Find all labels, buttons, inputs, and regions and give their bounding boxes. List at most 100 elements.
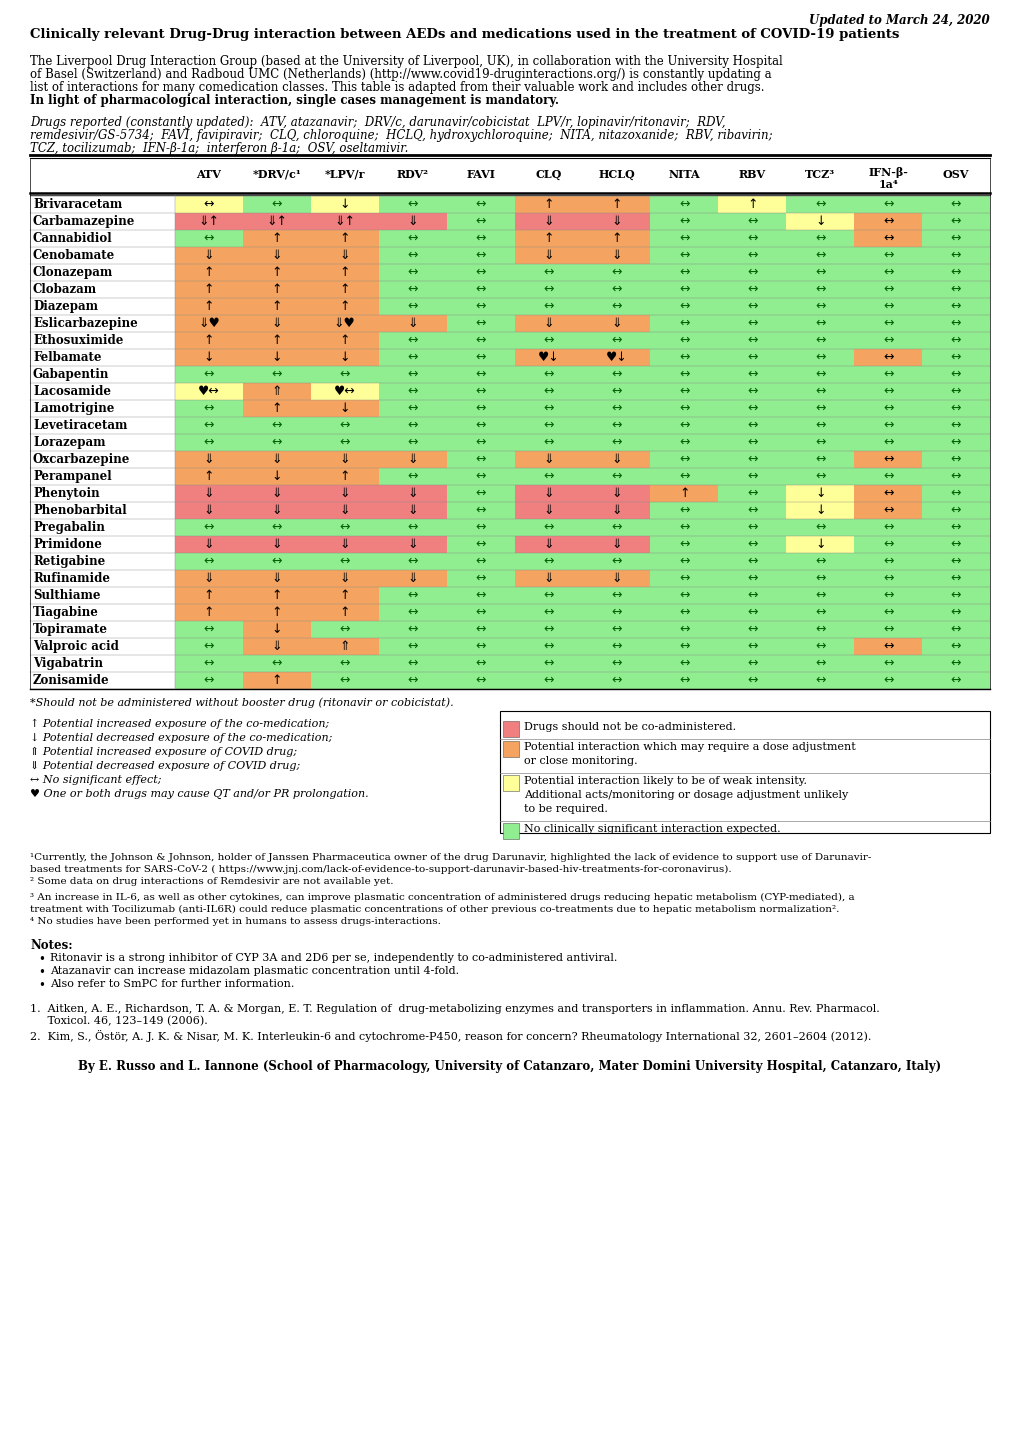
Text: ↔: ↔ [339, 521, 350, 534]
Bar [717, 536, 786, 552]
Text: HCLQ: HCLQ [597, 169, 634, 179]
Text: ↑: ↑ [679, 487, 689, 500]
Bar [582, 536, 650, 552]
Bar [717, 314, 786, 332]
Bar [175, 247, 243, 264]
Bar [853, 384, 921, 399]
Text: ↔: ↔ [814, 470, 824, 483]
Bar [378, 298, 446, 314]
Bar [786, 655, 853, 672]
Bar [921, 298, 989, 314]
Text: Rufinamide: Rufinamide [33, 572, 110, 585]
Text: ↔: ↔ [882, 249, 893, 262]
Text: ↔: ↔ [543, 300, 553, 313]
Text: ↔: ↔ [950, 521, 960, 534]
Bar [446, 247, 514, 264]
Text: ↔: ↔ [814, 350, 824, 363]
Bar [921, 587, 989, 604]
Text: ↔: ↔ [882, 470, 893, 483]
Bar [378, 247, 446, 264]
Text: ↑: ↑ [204, 606, 214, 619]
Bar [853, 332, 921, 349]
Text: ↔: ↔ [610, 435, 622, 448]
Text: ↔: ↔ [679, 402, 689, 415]
Bar [243, 536, 311, 552]
Text: Also refer to SmPC for further information.: Also refer to SmPC for further informati… [50, 979, 294, 989]
Text: ↔: ↔ [814, 249, 824, 262]
Text: ⇓: ⇓ [204, 505, 214, 518]
Text: ↔: ↔ [814, 588, 824, 601]
Text: ⇓: ⇓ [204, 572, 214, 585]
Bar [243, 349, 311, 366]
Text: ↔: ↔ [746, 249, 757, 262]
Bar [582, 655, 650, 672]
Text: ↔: ↔ [814, 453, 824, 466]
Text: ⇓: ⇓ [407, 572, 418, 585]
Text: ⇓: ⇓ [407, 453, 418, 466]
Text: ↔: ↔ [679, 521, 689, 534]
Bar [175, 231, 243, 247]
Bar [514, 332, 582, 349]
Bar [175, 604, 243, 622]
Bar [514, 519, 582, 536]
Text: ↑: ↑ [271, 606, 282, 619]
Bar [514, 247, 582, 264]
Bar [786, 519, 853, 536]
Text: ↔: ↔ [543, 335, 553, 348]
Bar [311, 536, 378, 552]
Bar [502, 741, 519, 757]
Bar [650, 451, 717, 469]
Bar [786, 604, 853, 622]
Bar [311, 417, 378, 434]
Text: list of interactions for many comedication classes. This table is adapted from t: list of interactions for many comedicati… [30, 81, 764, 94]
Bar [921, 281, 989, 298]
Text: ↔: ↔ [746, 435, 757, 448]
Text: ♥↔: ♥↔ [333, 385, 356, 398]
Text: ↔: ↔ [407, 249, 418, 262]
Text: *DRV/c¹: *DRV/c¹ [253, 169, 301, 179]
Text: ↔: ↔ [543, 368, 553, 381]
Text: Topiramate: Topiramate [33, 623, 108, 636]
Bar [378, 552, 446, 570]
Text: ↔: ↔ [610, 335, 622, 348]
Text: ↔: ↔ [271, 420, 282, 433]
Text: ↔: ↔ [543, 265, 553, 278]
Text: ↔: ↔ [882, 435, 893, 448]
Text: ↔: ↔ [814, 640, 824, 653]
Bar [175, 213, 243, 231]
Bar [446, 384, 514, 399]
Text: ↔: ↔ [204, 402, 214, 415]
Text: ↔: ↔ [679, 588, 689, 601]
Bar [446, 231, 514, 247]
Bar [175, 637, 243, 655]
Text: ↔: ↔ [204, 198, 214, 211]
Bar [514, 469, 582, 485]
Text: ↔: ↔ [814, 606, 824, 619]
Text: ↔: ↔ [339, 623, 350, 636]
Bar [650, 604, 717, 622]
Text: ↓: ↓ [814, 538, 824, 551]
Text: Sulthiame: Sulthiame [33, 588, 101, 601]
Bar [921, 672, 989, 689]
Text: ↔: ↔ [679, 350, 689, 363]
Text: ↔: ↔ [950, 606, 960, 619]
Text: ↔: ↔ [543, 606, 553, 619]
Bar [650, 637, 717, 655]
Bar [446, 196, 514, 213]
Text: ↔: ↔ [882, 555, 893, 568]
Text: ↔: ↔ [610, 470, 622, 483]
Text: ↔: ↔ [271, 521, 282, 534]
Text: *Should not be administered without booster drug (ritonavir or cobicistat).: *Should not be administered without boos… [30, 696, 453, 708]
Text: ↑: ↑ [204, 335, 214, 348]
Bar [175, 196, 243, 213]
Bar [243, 434, 311, 451]
Text: ↔: ↔ [814, 658, 824, 671]
Bar [446, 366, 514, 384]
Bar [311, 469, 378, 485]
Bar [446, 622, 514, 637]
Bar [446, 587, 514, 604]
Text: ↔: ↔ [746, 658, 757, 671]
Text: ↔: ↔ [204, 555, 214, 568]
Bar [650, 485, 717, 502]
Bar [514, 349, 582, 366]
